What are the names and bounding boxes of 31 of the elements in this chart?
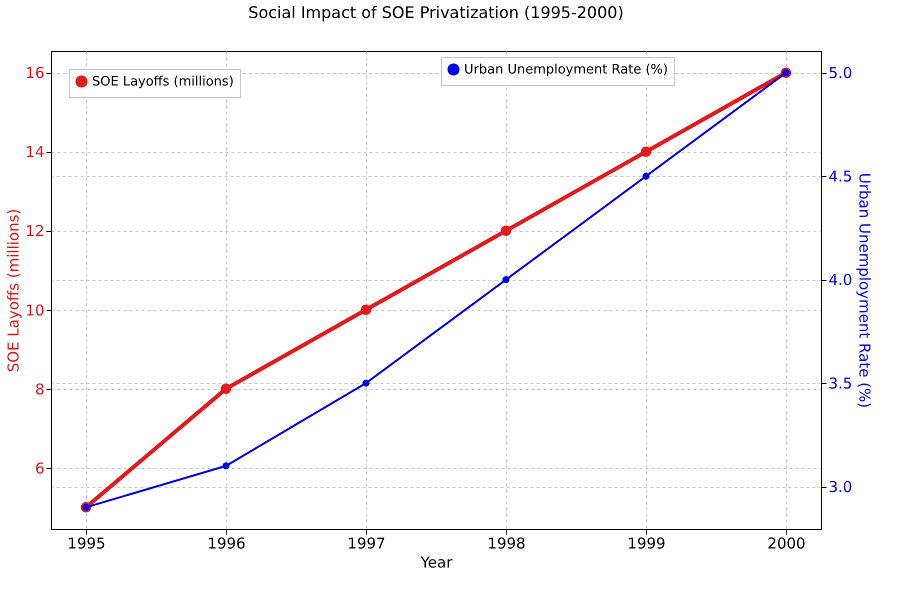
x-tick-label: 1995 xyxy=(67,534,106,552)
point xyxy=(640,146,652,157)
point xyxy=(642,172,650,180)
point xyxy=(222,462,230,470)
y-axis-title: SOE Layoffs (millions) xyxy=(4,208,22,372)
point xyxy=(362,380,370,387)
y-tick-label: 6 xyxy=(34,459,44,478)
legend-label: Urban Unemployment Rate (%) xyxy=(464,62,668,78)
y2-tick-label: 3.0 xyxy=(828,478,852,496)
y2-tick-label: 3.5 xyxy=(828,374,852,393)
y-tick-label: 16 xyxy=(25,64,44,82)
y2-tick-label: 4.0 xyxy=(828,271,852,290)
y-tick-label: 8 xyxy=(34,380,44,398)
x-tick-label: 1998 xyxy=(487,534,526,552)
x-axis-title: Year xyxy=(420,554,454,572)
point xyxy=(500,226,512,236)
y-tick-label: 14 xyxy=(25,143,44,162)
x-tick-label: 1996 xyxy=(207,534,246,552)
y-tick-label: 10 xyxy=(25,301,44,320)
y2-tick-label: 4.5 xyxy=(828,168,852,186)
y2-axis-title: Urban Unemployment Rate (%) xyxy=(855,172,874,408)
x-tick-label: 1997 xyxy=(347,534,386,552)
y-tick-label: 12 xyxy=(25,222,44,240)
point xyxy=(360,304,372,315)
x-tick-label: 1999 xyxy=(627,534,666,552)
point xyxy=(502,276,510,284)
legend-label: SOE Layoffs (millions) xyxy=(92,74,234,90)
x-tick-label: 2000 xyxy=(767,534,806,552)
chart-title: Social Impact of SOE Privatization (1995-2000) xyxy=(248,3,624,22)
y2-tick-label: 5.0 xyxy=(828,64,852,82)
point xyxy=(220,384,232,394)
